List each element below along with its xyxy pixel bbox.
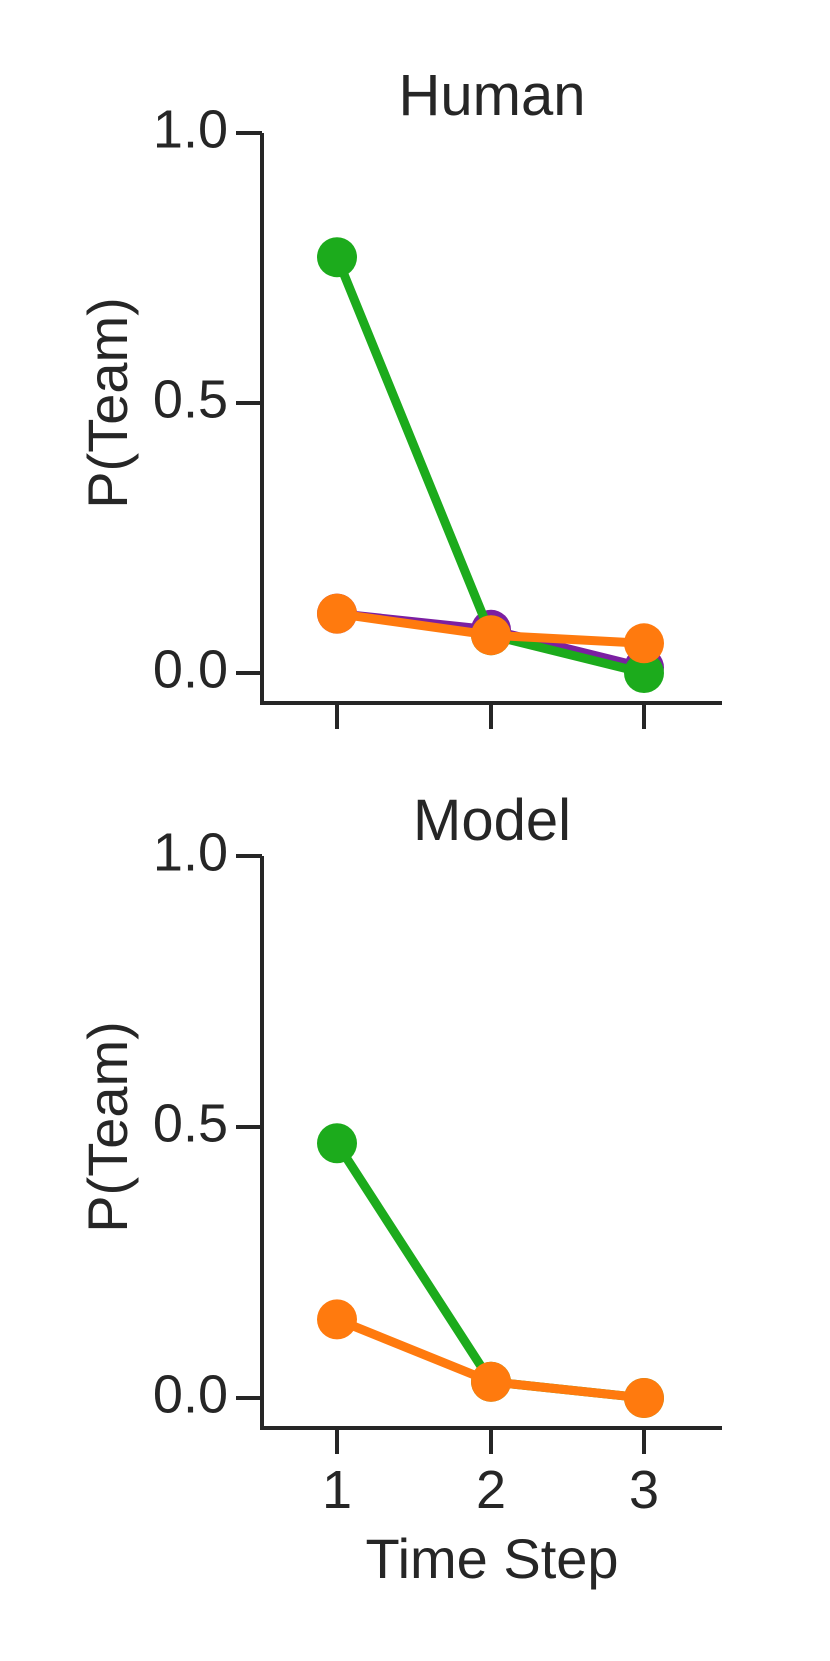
y-tick-label: 0.5 — [153, 1093, 228, 1153]
x-ticks — [335, 703, 646, 729]
data-point — [624, 623, 664, 664]
x-axis-label: Time Step — [365, 1527, 618, 1590]
series-1 — [317, 1299, 664, 1418]
series-line — [332, 1138, 649, 1403]
data-point — [317, 237, 357, 278]
y-tick-label: 1.0 — [153, 822, 228, 882]
data-point — [317, 593, 357, 634]
panel-title: Human — [399, 63, 586, 128]
y-tick-label: 1.0 — [153, 99, 228, 159]
panel-model: Model P(Team) 0.0 0.5 1.0 1 2 3 Time Step — [76, 788, 722, 1590]
y-ticks: 0.0 0.5 1.0 — [153, 99, 262, 699]
data-point — [624, 1378, 664, 1418]
data-point — [471, 615, 511, 656]
panel-title: Model — [413, 788, 571, 853]
data-point — [471, 1361, 511, 1402]
x-ticks: 1 2 3 — [322, 1428, 659, 1520]
data-point — [317, 1299, 357, 1340]
series-group — [317, 237, 664, 693]
y-axis-label: P(Team) — [76, 297, 139, 509]
data-point — [624, 653, 664, 693]
x-tick-label: 1 — [322, 1460, 352, 1520]
panel-human: Human P(Team) 0.0 0.5 1.0 — [76, 63, 722, 729]
data-point — [317, 1123, 357, 1164]
y-tick-label: 0.0 — [153, 1364, 228, 1424]
y-axis-label: P(Team) — [76, 1021, 139, 1233]
series-group — [317, 1123, 664, 1418]
y-tick-label: 0.0 — [153, 639, 228, 699]
x-tick-label: 2 — [476, 1460, 506, 1520]
x-tick-label: 3 — [629, 1460, 659, 1520]
y-ticks: 0.0 0.5 1.0 — [153, 822, 262, 1424]
series-2 — [317, 593, 664, 664]
y-tick-label: 0.5 — [153, 369, 228, 429]
